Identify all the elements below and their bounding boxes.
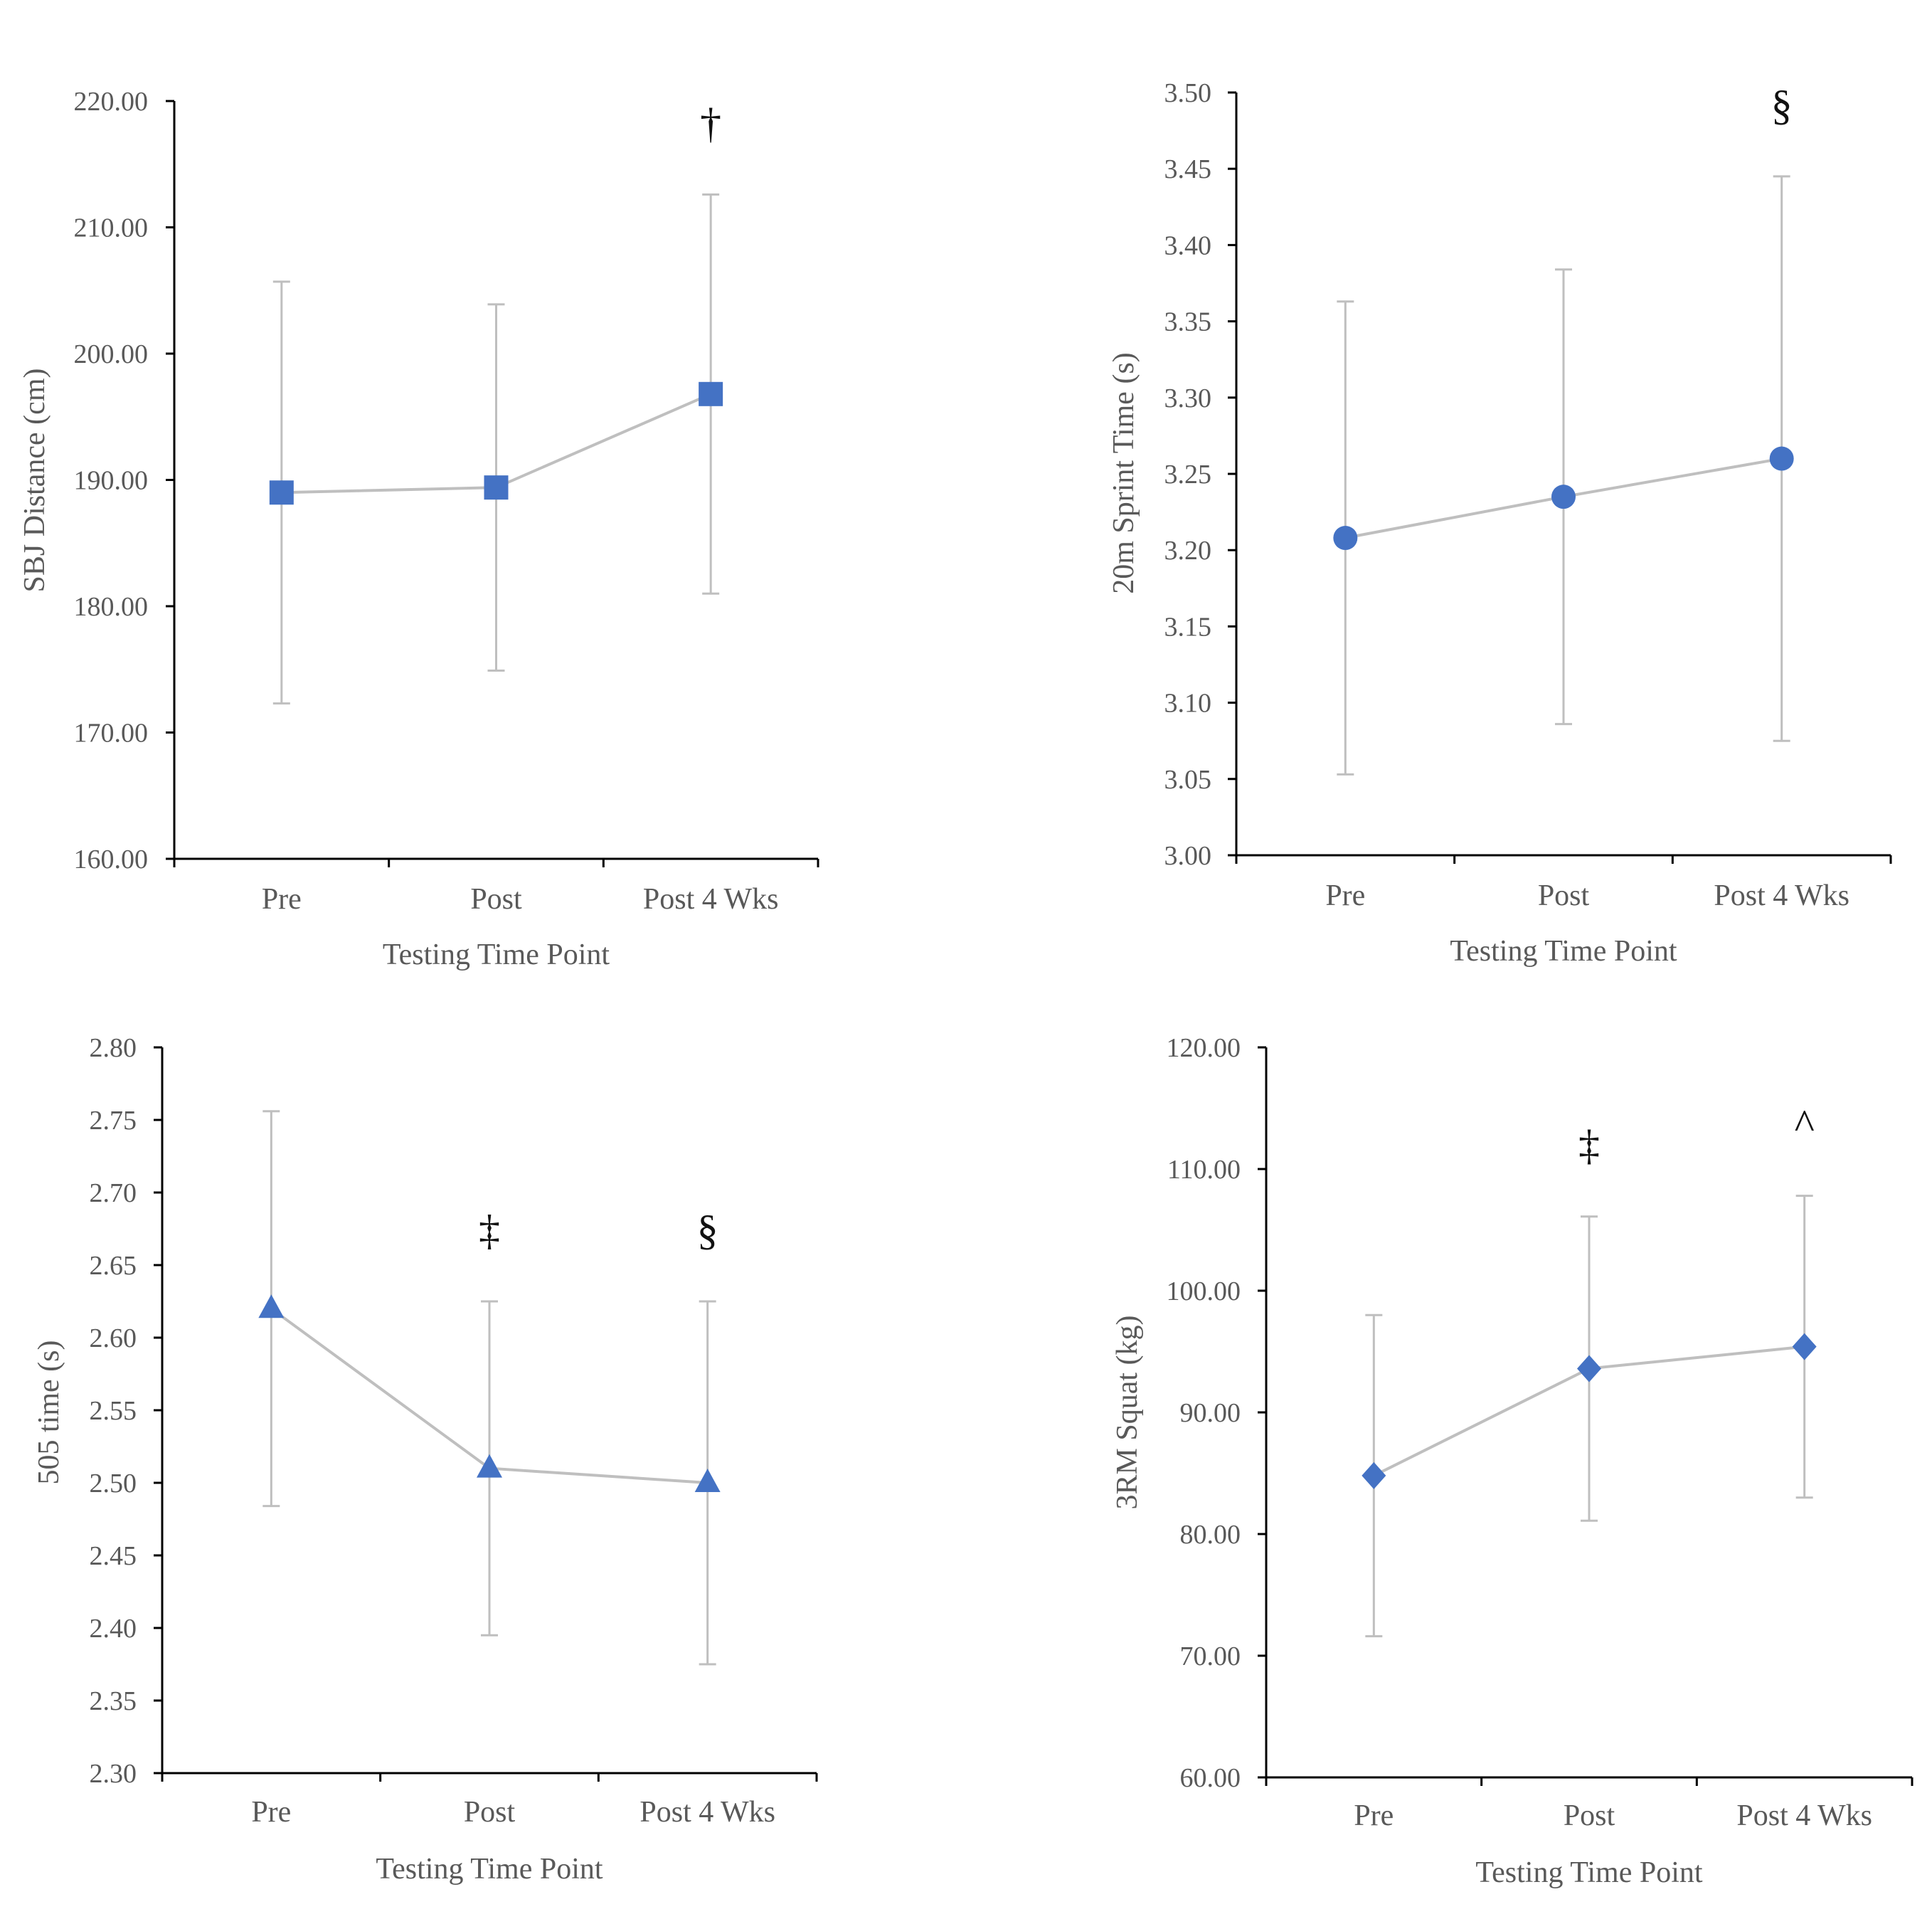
y-tick-label: 2.40: [90, 1614, 137, 1644]
y-tick-label: 160.00: [74, 845, 149, 874]
y-axis-title: SBJ Distance (cm): [18, 369, 51, 593]
x-axis-title: Testing Time Point: [1450, 935, 1677, 968]
y-tick-label: 220.00: [74, 87, 149, 117]
y-tick-label: 90.00: [1180, 1398, 1241, 1428]
data-point-diamond: [1792, 1333, 1817, 1360]
x-tick-label: Post: [1564, 1799, 1615, 1832]
y-tick-label: 120.00: [1167, 1033, 1241, 1063]
y-tick-label: 3.20: [1164, 536, 1212, 566]
x-tick-label: Pre: [251, 1796, 291, 1829]
y-tick-label: 3.05: [1164, 765, 1212, 795]
y-tick-label: 2.35: [90, 1686, 137, 1716]
y-axis-title: 3RM Squat (kg): [1111, 1316, 1144, 1510]
x-tick-label: Post 4 Wks: [639, 1796, 775, 1829]
significance-marker: ^: [1795, 1101, 1815, 1148]
y-tick-label: 3.40: [1164, 231, 1212, 260]
y-tick-label: 70.00: [1180, 1641, 1241, 1671]
x-tick-label: Post 4 Wks: [643, 883, 779, 916]
data-point-triangle: [694, 1469, 721, 1492]
chart-panel-4: 60.00 70.00 80.00 90.00 100.00 110.00 120.00 Pr…: [1111, 1033, 1914, 1889]
y-tick-label: 110.00: [1167, 1155, 1241, 1185]
x-tick-label: Pre: [1354, 1799, 1394, 1832]
significance-marker: †: [700, 100, 721, 147]
x-tick-label: Post: [464, 1796, 516, 1829]
chart-panel-2: 3.00 3.05 3.10 3.15 3.20 3.25 3.30 3.35 3.40 3.45…: [1108, 78, 1892, 968]
y-tick-label: 3.15: [1164, 612, 1212, 642]
chart-panel-1: 160.00 170.00 180.00 190.00 200.00 210.00 220.…: [18, 87, 819, 971]
y-tick-label: 170.00: [74, 719, 149, 749]
y-tick-label: 3.45: [1164, 154, 1212, 184]
data-point-circle: [1769, 446, 1794, 471]
x-tick-label: Post 4 Wks: [1714, 879, 1849, 912]
x-tick-label: Post 4 Wks: [1736, 1799, 1872, 1832]
significance-marker: ‡: [479, 1207, 500, 1254]
data-point-diamond: [1577, 1355, 1601, 1382]
y-tick-label: 200.00: [74, 339, 149, 369]
x-axis-title: Testing Time Point: [383, 939, 610, 971]
significance-marker: §: [697, 1207, 718, 1254]
y-tick-label: 2.45: [90, 1541, 137, 1571]
y-tick-label: 3.30: [1164, 384, 1212, 413]
data-point-triangle: [477, 1454, 502, 1478]
y-tick-label: 180.00: [74, 592, 149, 622]
y-tick-label: 2.50: [90, 1469, 137, 1498]
significance-marker: §: [1771, 82, 1793, 129]
y-tick-label: 2.70: [90, 1178, 137, 1208]
y-tick-label: 3.35: [1164, 307, 1212, 337]
data-point-square: [269, 480, 294, 505]
y-tick-label: 3.50: [1164, 78, 1212, 108]
y-tick-label: 190.00: [74, 466, 149, 496]
y-tick-label: 2.65: [90, 1251, 137, 1281]
y-tick-label: 3.10: [1164, 689, 1212, 719]
x-tick-label: Pre: [262, 883, 302, 916]
y-tick-label: 2.55: [90, 1396, 137, 1426]
y-tick-label: 2.30: [90, 1759, 137, 1789]
chart-panel-3: 2.30 2.35 2.40 2.45 2.50 2.55 2.60 2.65 2.70 2.75…: [33, 1033, 818, 1886]
x-tick-label: Post: [470, 883, 522, 916]
significance-marker: ‡: [1578, 1122, 1600, 1169]
data-point-diamond: [1362, 1461, 1386, 1489]
y-tick-label: 3.00: [1164, 841, 1212, 871]
data-point-square: [699, 381, 723, 406]
x-tick-label: Pre: [1325, 879, 1365, 912]
y-tick-label: 80.00: [1180, 1520, 1241, 1550]
y-tick-label: 2.60: [90, 1323, 137, 1353]
data-point-circle: [1333, 526, 1358, 551]
data-point-circle: [1551, 485, 1576, 509]
data-point-square: [484, 475, 509, 500]
y-axis-title: 20m Sprint Time (s): [1108, 352, 1140, 594]
x-tick-label: Post: [1538, 879, 1590, 912]
y-tick-label: 210.00: [74, 213, 149, 243]
y-tick-label: 3.25: [1164, 460, 1212, 490]
y-tick-label: 100.00: [1167, 1276, 1241, 1306]
y-tick-label: 60.00: [1180, 1763, 1241, 1793]
y-tick-label: 2.75: [90, 1106, 137, 1136]
x-axis-title: Testing Time Point: [1475, 1856, 1702, 1889]
x-axis-title: Testing Time Point: [376, 1853, 603, 1886]
y-axis-title: 505 time (s): [33, 1341, 65, 1485]
data-point-triangle: [258, 1294, 285, 1318]
y-tick-label: 2.80: [90, 1033, 137, 1063]
